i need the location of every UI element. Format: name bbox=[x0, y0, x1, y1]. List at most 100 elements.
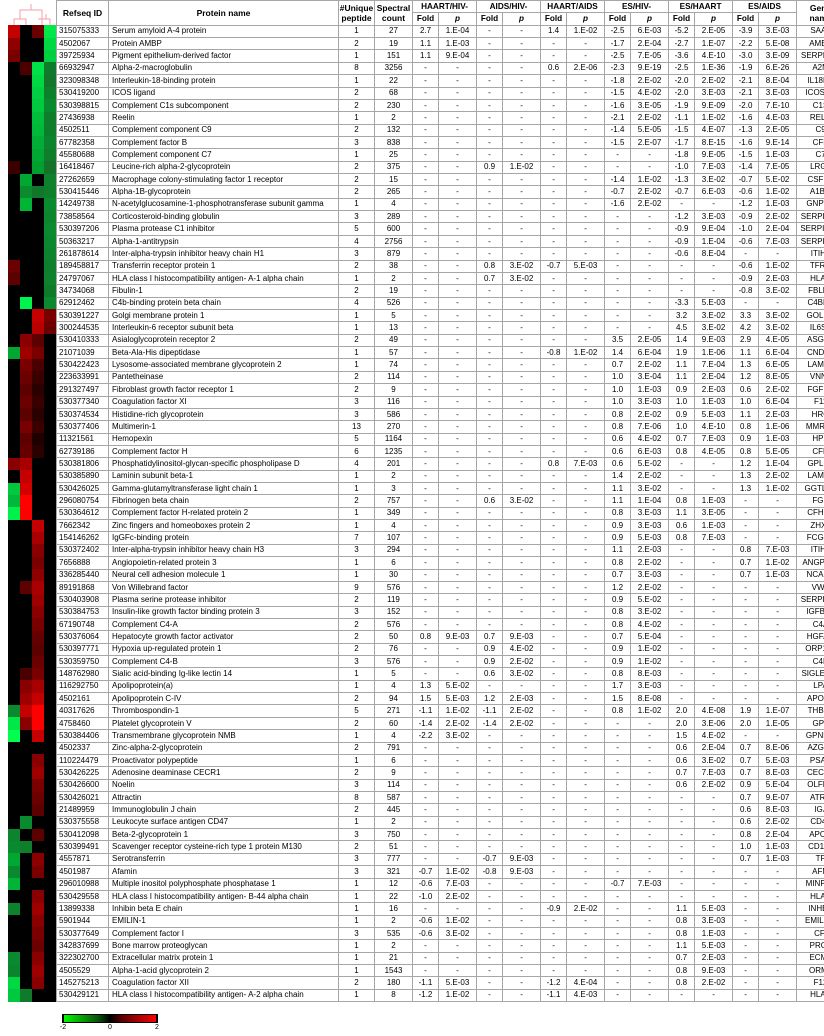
cell-p-2: - bbox=[566, 605, 606, 619]
cell-p-1: - bbox=[502, 926, 542, 941]
cell-refseq-id: 148762980 bbox=[56, 667, 109, 681]
cell-p-2: - bbox=[566, 803, 606, 817]
heatmap-cell bbox=[44, 655, 56, 668]
cell-p-3: 2.E-02 bbox=[630, 556, 670, 570]
cell-fold-4: 1.1 bbox=[668, 902, 696, 916]
cell-p-2: - bbox=[566, 642, 606, 657]
cell-fold-2: - bbox=[540, 951, 568, 966]
cell-refseq-id: 530410333 bbox=[56, 333, 109, 348]
heatmap-cell bbox=[32, 210, 44, 223]
cell-fold-3: - bbox=[604, 964, 632, 978]
heatmap-cell bbox=[44, 161, 56, 174]
cell-p-3: - bbox=[630, 259, 670, 273]
cell-p-4: 2.E-04 bbox=[694, 370, 734, 385]
cell-refseq-id: 530415446 bbox=[56, 185, 109, 199]
cell-p-2: 2.E-06 bbox=[566, 61, 606, 76]
cell-fold-2: - bbox=[540, 37, 568, 51]
cell-p-1: - bbox=[502, 148, 542, 162]
cell-spectral-count: 1235 bbox=[374, 444, 413, 459]
table-row: 530359750 Complement C4-B 3 576- -0.9 2.E-02-… bbox=[56, 655, 824, 669]
heatmap-cell bbox=[20, 37, 32, 50]
cell-fold-4: -1.7 bbox=[668, 135, 696, 150]
table-row: 296080754 Fibrinogen beta chain 2 757- -0.6 3… bbox=[56, 494, 824, 508]
heatmap-cell bbox=[20, 433, 32, 446]
cell-refseq-id: 27262659 bbox=[56, 173, 109, 187]
cell-p-2: - bbox=[566, 778, 606, 793]
heatmap-cell bbox=[44, 346, 56, 359]
heatmap-cell bbox=[44, 865, 56, 879]
cell-fold-0: - bbox=[412, 86, 439, 100]
cell-fold-1: 0.9 bbox=[476, 642, 504, 657]
cell-refseq-id: 530426600 bbox=[56, 778, 109, 793]
heatmap-cell bbox=[20, 865, 32, 879]
table-row: 45580688 Complement component C7 1 25- - - - - -… bbox=[56, 148, 824, 162]
heatmap-cell bbox=[20, 630, 32, 644]
cell-protein-name: Apolipoprotein(a) bbox=[108, 679, 339, 694]
table-row: 342837699 Bone marrow proteoglycan 1 2- - - - -… bbox=[56, 939, 824, 953]
cell-protein-name: Multiple inositol polyphosphate phosphat… bbox=[108, 877, 339, 891]
cell-p-0: - bbox=[437, 123, 478, 137]
heatmap-cell bbox=[8, 766, 20, 780]
cell-p-4: 6.E-03 bbox=[694, 185, 734, 199]
heatmap-cell bbox=[8, 99, 20, 112]
heatmap-cell bbox=[20, 704, 32, 718]
heatmap-cell bbox=[20, 766, 32, 780]
cell-protein-name: Multimerin-1 bbox=[108, 420, 339, 434]
cell-p-0: - bbox=[437, 939, 478, 953]
cell-protein-name: Inter-alpha-trypsin inhibitor heavy chai… bbox=[108, 543, 339, 558]
cell-p-1: - bbox=[502, 346, 542, 360]
cell-fold-2: - bbox=[540, 420, 568, 434]
cell-fold-1: - bbox=[476, 951, 504, 966]
cell-spectral-count: 5 bbox=[374, 667, 413, 681]
cell-fold-4: 3.2 bbox=[668, 308, 696, 323]
cell-fold-4: - bbox=[668, 877, 696, 891]
cell-fold-5: 1.0 bbox=[732, 395, 760, 409]
table-row: 530429121 HLA class I histocompatibility … bbox=[56, 988, 824, 1003]
heatmap-cell bbox=[44, 37, 56, 50]
heatmap-cell bbox=[8, 309, 20, 322]
cell-fold-2: - bbox=[540, 803, 568, 817]
cell-fold-0: - bbox=[412, 667, 439, 681]
heatmap-cell bbox=[8, 902, 20, 916]
cell-spectral-count: 94 bbox=[374, 692, 413, 706]
cell-p-3: 8.E-03 bbox=[630, 667, 670, 681]
cell-fold-5: 0.7 bbox=[732, 766, 760, 780]
cell-p-3: 2.E-04 bbox=[630, 37, 670, 51]
heatmap-cell bbox=[8, 630, 20, 644]
cell-fold-5: -1.0 bbox=[732, 222, 760, 236]
heatmap-cell bbox=[8, 37, 20, 50]
cell-p-2: - bbox=[566, 852, 606, 867]
cell-p-4: - bbox=[694, 790, 734, 805]
cell-p-4: 1.E-04 bbox=[694, 234, 734, 249]
cell-p-1: 2.E-02 bbox=[502, 704, 542, 718]
table-row: 530426600 Noelin 3 114- - - - - - - -0.6 2.E-02 0.9 5… bbox=[56, 778, 824, 793]
cell-fold-3: -1.6 bbox=[604, 197, 632, 212]
cell-p-3: - bbox=[630, 790, 670, 805]
heatmap-cell bbox=[20, 62, 32, 75]
cell-spectral-count: 2 bbox=[374, 469, 413, 484]
cell-fold-3: - bbox=[604, 766, 632, 780]
heatmap-cell bbox=[8, 989, 20, 1002]
cell-fold-2: - bbox=[540, 642, 568, 657]
cell-p-5: 8.E-06 bbox=[758, 741, 798, 755]
cell-p-0: - bbox=[437, 111, 478, 125]
cell-spectral-count: 576 bbox=[374, 580, 413, 595]
cell-fold-0: - bbox=[412, 61, 439, 76]
subcol-p-1: p bbox=[502, 12, 542, 26]
heatmap-cell bbox=[20, 346, 32, 359]
cell-p-3: - bbox=[630, 902, 670, 916]
cell-fold-3: 0.9 bbox=[604, 593, 632, 607]
cell-fold-1: 0.9 bbox=[476, 160, 504, 175]
cell-p-0: 1.E-02 bbox=[437, 865, 478, 879]
cell-protein-name: Pantetheinase bbox=[108, 370, 339, 385]
cell-fold-5: - bbox=[732, 605, 760, 619]
cell-fold-5: -1.4 bbox=[732, 160, 760, 175]
cell-p-5: - bbox=[758, 692, 798, 706]
cell-p-4: - bbox=[694, 865, 734, 879]
cell-p-3: 2.E-02 bbox=[630, 185, 670, 199]
cell-fold-1: - bbox=[476, 469, 504, 484]
cell-gene-name: FBLN1 bbox=[796, 284, 824, 298]
cell-unique-peptide: 2 bbox=[338, 741, 375, 755]
subcol-fold-5: Fold bbox=[732, 12, 760, 26]
cell-refseq-id: 315075333 bbox=[56, 24, 109, 39]
